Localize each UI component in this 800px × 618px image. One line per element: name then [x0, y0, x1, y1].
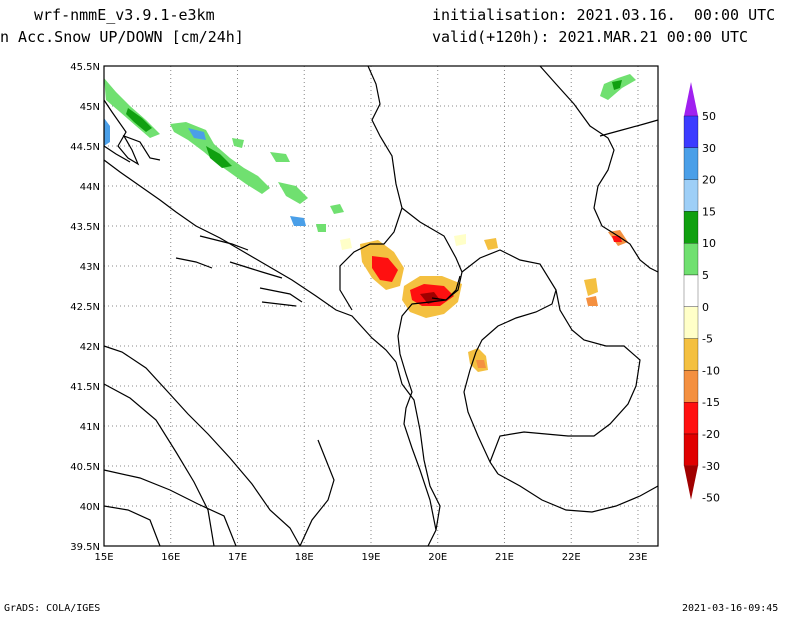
colorbar-label: -15: [702, 396, 720, 409]
snow-melt-areas: [340, 230, 628, 372]
colorbar-bottom-arrow: [684, 465, 698, 500]
lat-tick-label: 45.5N: [70, 62, 100, 73]
lat-tick-label: 44.5N: [70, 142, 100, 153]
lat-tick-label: 41N: [80, 422, 100, 433]
footer-credit: GrADS: COLA/IGES: [4, 603, 101, 614]
lat-tick-label: 43.5N: [70, 222, 100, 233]
colorbar-label: -10: [702, 364, 720, 377]
colorbar-swatch: [683, 274, 699, 307]
colorbar-swatch: [683, 211, 699, 244]
longitude-labels: 15E 16E 17E 18E 19E 20E 21E 22E 23E: [94, 552, 647, 563]
colorbar-label: 10: [702, 237, 716, 250]
colorbar-swatch: [683, 338, 699, 371]
colorbar-swatch: [683, 179, 699, 212]
lat-tick-label: 41.5N: [70, 382, 100, 393]
footer-timestamp: 2021-03-16-09:45: [682, 603, 779, 614]
colorbar-label: 20: [702, 174, 716, 187]
lon-tick-label: 21E: [495, 552, 514, 563]
lat-tick-label: 45N: [80, 102, 100, 113]
lon-tick-label: 20E: [428, 552, 447, 563]
snow-accumulation-areas: [104, 74, 636, 232]
lon-tick-label: 19E: [361, 552, 380, 563]
lon-tick-label: 23E: [628, 552, 647, 563]
model-title: wrf-nmmE_v3.9.1-e3km: [34, 6, 215, 24]
field-title: n Acc.Snow UP/DOWN [cm/24h]: [0, 28, 244, 46]
colorbar-label: -20: [702, 428, 720, 441]
colorbar-swatch: [683, 402, 699, 435]
lat-tick-label: 40.5N: [70, 462, 100, 473]
init-time: initialisation: 2021.03.16. 00:00 UTC: [432, 6, 776, 24]
lon-tick-label: 17E: [228, 552, 247, 563]
colorbar-label: 0: [702, 301, 709, 314]
colorbar-swatch: [683, 147, 699, 180]
lat-tick-label: 42.5N: [70, 302, 100, 313]
latitude-labels: 45.5N 45N 44.5N 44N 43.5N 43N 42.5N 42N 41.5N 41N…: [70, 62, 100, 553]
colorbar-label: 30: [702, 142, 716, 155]
colorbar-label: -30: [702, 460, 720, 473]
colorbar-swatch: [683, 306, 699, 339]
valid-time: valid(+120h): 2021.MAR.21 00:00 UTC: [432, 28, 749, 46]
colorbar-label: 50: [702, 110, 716, 123]
lat-tick-label: 39.5N: [70, 542, 100, 553]
colorbar-swatch: [683, 243, 699, 276]
colorbar-label: 15: [702, 205, 716, 218]
colorbar-swatch: [683, 433, 699, 466]
map-frame: [103, 65, 659, 547]
colorbar-top-arrow: [684, 82, 698, 116]
colorbar-label: -50: [702, 492, 720, 505]
lon-tick-label: 18E: [295, 552, 314, 563]
lat-tick-label: 42N: [80, 342, 100, 353]
lon-tick-label: 16E: [161, 552, 180, 563]
lon-tick-label: 15E: [94, 552, 113, 563]
coastlines-borders: [103, 65, 659, 547]
colorbar-label: -5: [702, 333, 713, 346]
lat-tick-label: 40N: [80, 502, 100, 513]
lat-tick-label: 43N: [80, 262, 100, 273]
lat-tick-label: 44N: [80, 182, 100, 193]
colorbar-swatch: [683, 115, 699, 148]
lon-tick-label: 22E: [562, 552, 581, 563]
colorbar-swatch: [683, 370, 699, 403]
colorbar-label: 5: [702, 269, 709, 282]
